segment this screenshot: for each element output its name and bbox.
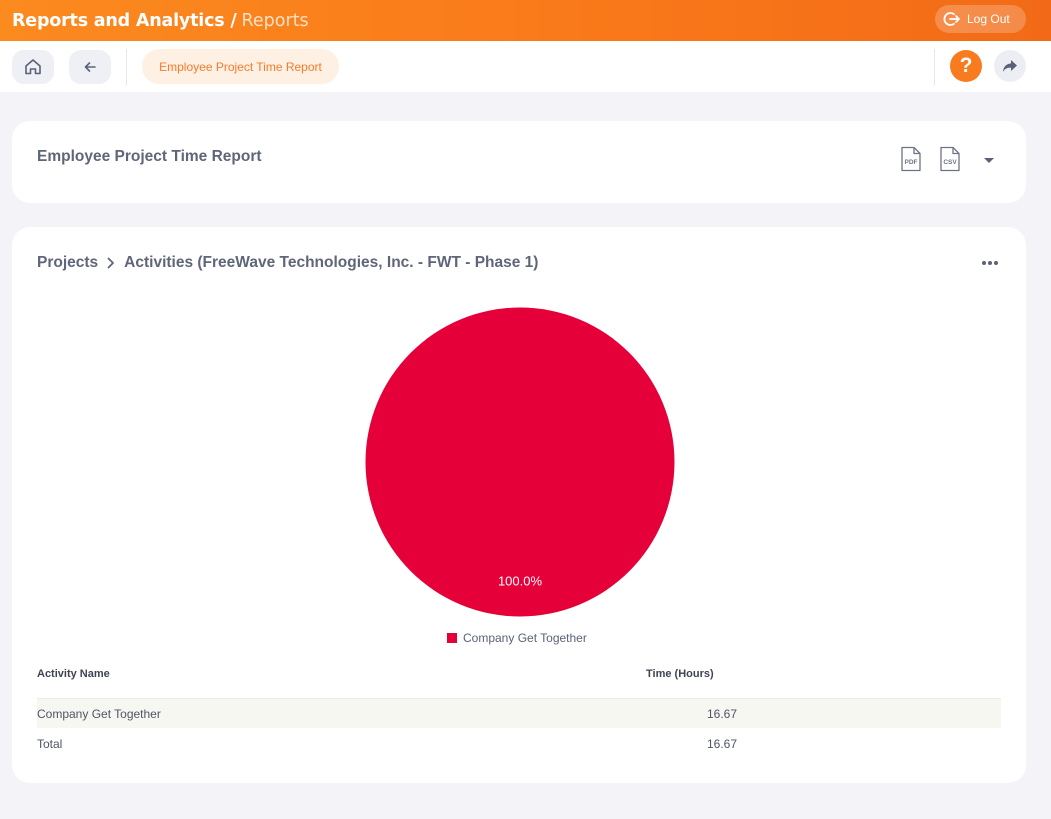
arrow-left-icon [84,62,96,72]
legend-label: Company Get Together [463,631,587,645]
drilldown-breadcrumb: Projects Activities (FreeWave Technologi… [37,254,538,272]
logout-icon [943,12,960,26]
column-header-time: Time (Hours) [646,668,714,680]
expand-dropdown-button[interactable] [982,152,996,170]
table-header: Activity Name Time (Hours) [37,667,1001,699]
more-horizontal-icon [982,261,998,265]
report-title: Employee Project Time Report [37,148,262,165]
table-total-row: Total 16.67 [37,729,1001,758]
breadcrumb-chip-report[interactable]: Employee Project Time Report [142,49,339,84]
toolbar-divider [934,49,935,85]
more-options-button[interactable] [978,256,1002,270]
report-header-card: Employee Project Time Report PDF CSV [12,121,1026,203]
logout-button[interactable]: Log Out [935,5,1026,33]
logout-label: Log Out [967,12,1010,26]
csv-file-icon: CSV [940,146,960,172]
pie-chart[interactable]: 100.0% [365,307,675,617]
app-title: Reports and Analytics / [12,10,237,31]
cell-activity-name: Company Get Together [37,707,161,721]
pdf-icon-label: PDF [905,159,918,166]
share-button[interactable] [994,50,1026,82]
pie-slice[interactable] [365,307,675,617]
chart-legend[interactable]: Company Get Together [447,631,587,645]
home-button[interactable] [12,50,54,84]
caret-down-icon [984,158,994,163]
export-pdf-button[interactable]: PDF [899,146,923,177]
report-content-card: Projects Activities (FreeWave Technologi… [12,227,1026,783]
table-row[interactable]: Company Get Together 16.67 [37,699,1001,728]
cell-hours: 16.67 [706,707,737,721]
pie-slice-label: 100.0% [498,574,543,589]
cell-total-hours: 16.67 [706,737,737,751]
toolbar: Employee Project Time Report ? [0,41,1051,92]
help-icon: ? [959,54,973,77]
share-icon [1003,60,1017,72]
cell-total-label: Total [37,737,63,751]
home-icon [25,59,41,75]
toolbar-divider [126,49,127,85]
export-csv-button[interactable]: CSV [938,146,962,177]
back-button[interactable] [69,50,111,84]
help-button[interactable]: ? [950,50,982,82]
app-subtitle[interactable]: Reports [241,10,309,31]
breadcrumb-activities: Activities (FreeWave Technologies, Inc. … [124,254,539,271]
chevron-right-icon [106,257,116,269]
app-header: Reports and Analytics / Reports Log Out [0,0,1051,41]
csv-icon-label: CSV [943,159,957,166]
breadcrumb-projects[interactable]: Projects [37,254,99,271]
legend-swatch [447,633,457,643]
column-header-activity: Activity Name [37,668,110,680]
pdf-file-icon: PDF [901,146,921,172]
